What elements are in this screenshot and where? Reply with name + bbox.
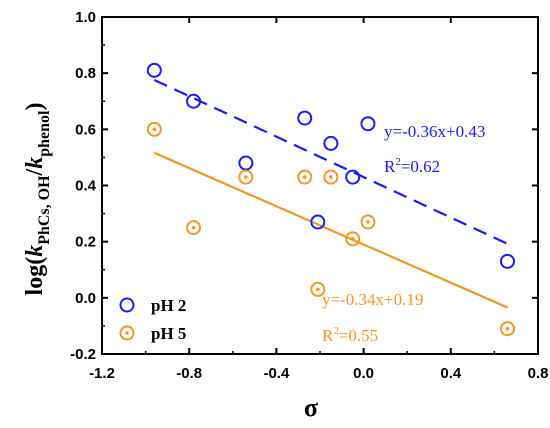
point-ph2-4 [310,214,326,230]
point-ph5-8-dot [505,326,510,331]
legend-marker-ph2 [119,297,135,313]
ph5-r-squared: R2=0.55 [322,325,378,345]
point-ph2-1 [186,93,202,109]
y-tick-label-6: 1.0 [75,9,96,26]
ph2-r2-prefix: R [384,157,396,176]
legend-marker-ph5-dot [125,331,129,335]
x-tick-label-2: -0.4 [263,365,290,382]
y-axis-title-slash: / [22,168,48,176]
point-ph5-5-dot [329,175,333,179]
point-ph2-0 [146,62,162,78]
point-ph5-4-dot [316,287,320,292]
x-tick-label-1: -0.8 [176,365,202,382]
point-ph2-7 [360,116,376,132]
y-tick-label-5: 0.8 [75,65,96,82]
point-ph2-5 [323,135,339,151]
y-axis-title-k1: k [22,245,48,257]
x-tick-label-4: 0.4 [440,365,462,382]
y-axis-title-k2: k [22,157,48,169]
point-ph5-6 [345,231,361,247]
point-ph2-6 [345,169,361,185]
x-tick-label-5: 0.8 [528,365,549,382]
ph5-r2-value: =0.55 [339,326,378,345]
point-ph5-3-dot [302,175,307,179]
data-points [146,62,515,337]
legend-label-ph5: pH 5 [151,324,186,343]
point-ph2-2 [238,155,254,171]
point-ph5-2 [238,169,254,185]
ph2-r2-sup: 2 [395,156,401,168]
y-axis-title-sub1: PhCs, OH [36,175,53,245]
point-ph5-0-dot [152,127,157,132]
axes: -1.2 -0.8 -0.4 0.0 0.4 0.8 -0.2 0.0 0.2 0.4 0.6 0.8… [70,9,548,382]
y-axis-title-sub2: phenol [36,110,53,157]
fit-line-ph5 [153,151,508,309]
legend-marker-ph5 [119,325,135,341]
x-axis-title: σ [304,393,318,422]
y-axis-title: log(kPhCs, OH/kphenol) [22,103,53,296]
point-ph5-7-dot [366,220,370,224]
ph2-r-squared: R2=0.62 [384,156,440,176]
ph5-r2-prefix: R [322,326,334,345]
point-ph5-0 [146,121,162,137]
y-tick-label-0: -0.2 [70,346,96,363]
y-axis-title-suffix: ) [22,103,48,111]
fit-lines [153,79,508,309]
legend-label-ph2: pH 2 [151,296,186,315]
y-tick-label-4: 0.6 [75,121,96,138]
point-ph5-2-dot [244,175,248,179]
ph5-r2-sup: 2 [333,325,339,337]
point-ph2-3 [297,110,313,126]
point-ph5-1 [186,220,202,236]
y-axis-title-prefix: log( [22,257,48,296]
point-ph5-4 [310,281,326,297]
y-tick-label-1: 0.0 [75,290,96,307]
y-tick-label-2: 0.2 [75,234,96,251]
x-tick-label-0: -1.2 [89,365,115,382]
legend: pH 2 pH 5 [119,296,186,343]
point-ph5-8 [499,321,515,337]
point-ph5-7 [360,214,376,230]
point-ph5-1-dot [191,225,196,230]
point-ph5-5 [323,169,339,185]
ph5-equation: y=-0.34x+0.19 [322,290,423,309]
y-tick-label-3: 0.4 [75,178,97,195]
point-ph5-6-dot [350,237,355,241]
point-ph2-8 [499,253,515,269]
ph2-r2-value: =0.62 [401,157,440,176]
point-ph5-3 [297,169,313,185]
ph2-equation: y=-0.36x+0.43 [384,122,485,141]
x-tick-label-3: 0.0 [353,365,374,382]
